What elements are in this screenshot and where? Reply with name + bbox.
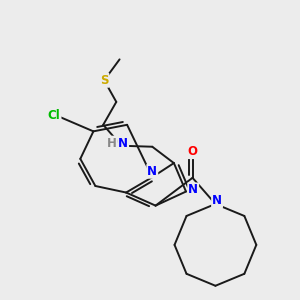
Text: N: N <box>147 165 157 178</box>
Text: H: H <box>107 136 117 150</box>
Text: N: N <box>188 183 198 196</box>
Text: S: S <box>100 74 108 87</box>
Text: N: N <box>118 136 128 150</box>
Text: N: N <box>212 194 222 207</box>
Text: O: O <box>188 145 197 158</box>
Text: Cl: Cl <box>48 109 61 122</box>
